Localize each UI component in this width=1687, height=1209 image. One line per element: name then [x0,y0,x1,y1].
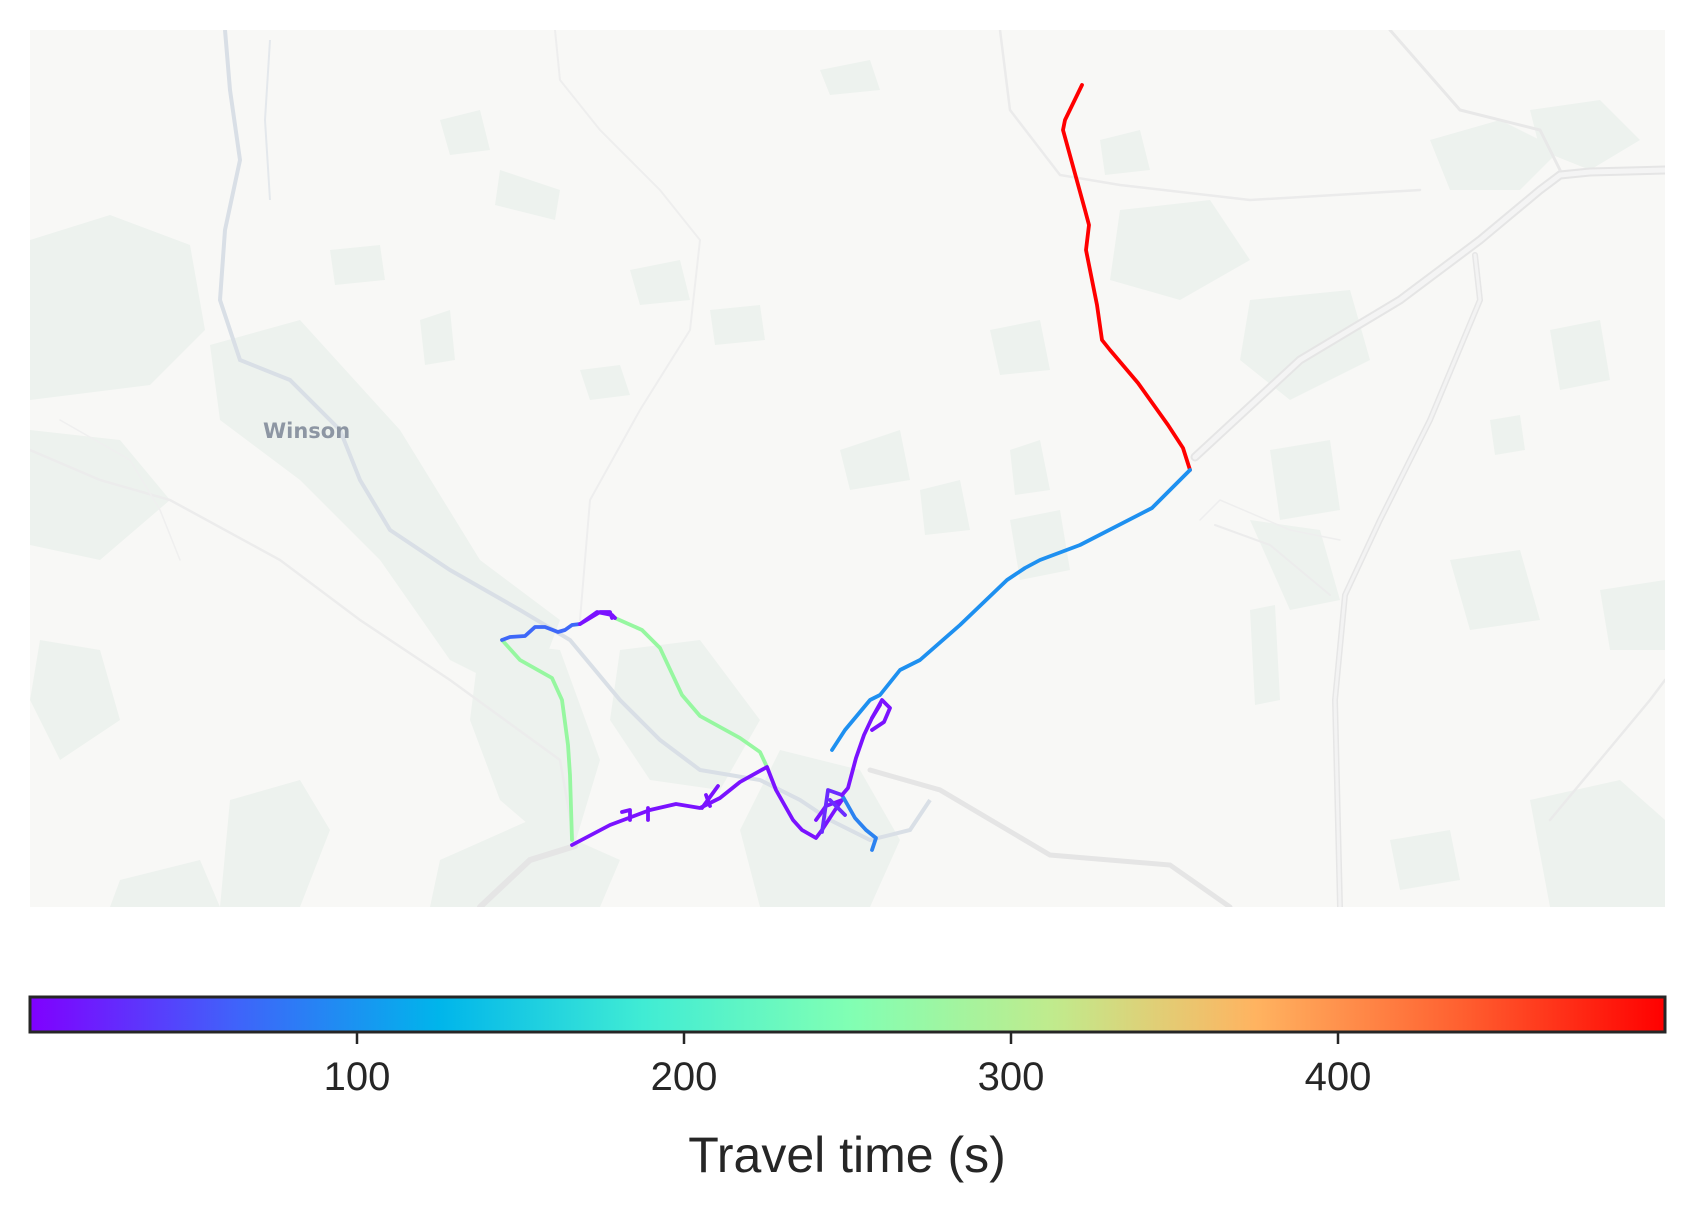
route-segment-loop [870,698,892,732]
place-label-winson: Winson [263,419,350,443]
colorbar-ticks: 100 200 300 400 [324,1032,1372,1099]
route-track [500,83,1192,852]
route-segment-top-spur [578,610,617,626]
woodland-areas [30,60,1665,907]
colorbar-tick-label: 400 [1305,1055,1372,1099]
colorbar-gradient [28,995,1667,1034]
basemap: Winson [30,30,1665,907]
colorbar: 100 200 300 400 Travel time (s) [28,995,1667,1183]
route-segment-main-road [830,468,1192,752]
route-segment-north-branch [500,622,582,642]
colorbar-tick-label: 300 [978,1055,1045,1099]
route-segment-north [1061,83,1192,472]
route-segment-east-riverside [840,793,878,852]
route-segment-west-loop [500,616,769,842]
route-segment-spur-b [700,784,720,810]
road-network [30,30,1665,907]
colorbar-title: Travel time (s) [688,1127,1006,1183]
route-segment-junction-spur [820,788,847,834]
colorbar-tick-label: 200 [651,1055,718,1099]
river [217,30,932,843]
route-segment-spur-a [620,806,650,822]
colorbar-tick-label: 100 [324,1055,391,1099]
